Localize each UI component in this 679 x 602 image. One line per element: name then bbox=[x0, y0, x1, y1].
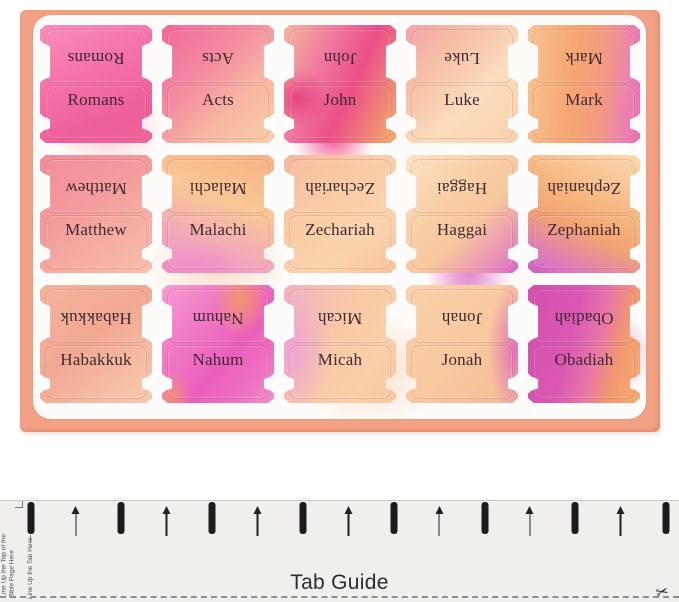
bible-tab: Micah Micah bbox=[284, 285, 396, 403]
tab-label-flipped: Micah bbox=[317, 308, 363, 328]
tab-position-bar bbox=[117, 502, 125, 534]
tab-label-flipped: Malachi bbox=[189, 178, 247, 198]
tab-fold-outline-bottom bbox=[289, 345, 391, 399]
tab-label-flipped: Mark bbox=[565, 48, 603, 68]
tab-label: Jonah bbox=[441, 350, 483, 370]
tab-position-bar bbox=[662, 502, 670, 534]
top-edge-pointer-line bbox=[15, 507, 23, 508]
tab-fold-outline-bottom bbox=[167, 345, 269, 399]
tab-fold-outline-bottom bbox=[533, 85, 635, 139]
tab-position-arrow bbox=[253, 506, 262, 536]
instruction-line-up-page: Line Up the Top of the Bible Page Here bbox=[0, 534, 16, 598]
tab-fold-outline-bottom bbox=[411, 215, 513, 269]
scissors-icon: ✂ bbox=[654, 582, 671, 602]
bible-tab: Haggai Haggai bbox=[406, 155, 518, 273]
bible-tab: John John bbox=[284, 25, 396, 143]
tab-label: Zechariah bbox=[305, 220, 375, 240]
bible-tab: Matthew Matthew bbox=[40, 155, 152, 273]
bible-tab: Romans Romans bbox=[40, 25, 152, 143]
tab-label: Nahum bbox=[192, 350, 244, 370]
dashed-cut-line bbox=[0, 596, 679, 598]
bible-tab: Malachi Malachi bbox=[162, 155, 274, 273]
tab-guide-ruler: Line Up the Top of the Bible Page Here L… bbox=[0, 500, 679, 602]
tab-fold-outline-bottom bbox=[289, 85, 391, 139]
tab-guide-title: Tab Guide bbox=[290, 571, 389, 594]
tab-label-flipped: Nahum bbox=[192, 308, 244, 328]
tab-label-flipped: Matthew bbox=[65, 178, 127, 198]
tab-fold-outline-bottom bbox=[289, 215, 391, 269]
tab-label-flipped: Haggai bbox=[436, 178, 488, 198]
tab-position-bar bbox=[27, 502, 34, 534]
tab-fold-outline-bottom bbox=[45, 215, 147, 269]
tab-label: Acts bbox=[202, 90, 234, 110]
tab-fold-outline-bottom bbox=[167, 215, 269, 269]
tab-label-flipped: Jonah bbox=[441, 308, 483, 328]
tab-label: Zephaniah bbox=[547, 220, 621, 240]
tab-position-bar bbox=[390, 502, 398, 534]
bible-tab: Zephaniah Zephaniah bbox=[528, 155, 640, 273]
tab-label: Mark bbox=[565, 90, 603, 110]
tab-label-flipped: Zephaniah bbox=[547, 178, 621, 198]
sticker-sheet: Romans Romans Acts Acts John John Luke L… bbox=[20, 10, 660, 432]
tab-label: Malachi bbox=[189, 220, 247, 240]
tab-label-flipped: Habakkuk bbox=[60, 308, 132, 328]
tab-label: John bbox=[323, 90, 357, 110]
tab-fold-outline-bottom bbox=[45, 85, 147, 139]
tab-label: Micah bbox=[317, 350, 363, 370]
bible-tab: Habakkuk Habakkuk bbox=[40, 285, 152, 403]
tab-position-arrow bbox=[344, 506, 353, 536]
bible-tab: Jonah Jonah bbox=[406, 285, 518, 403]
tab-label: Luke bbox=[444, 90, 480, 110]
tab-position-bar bbox=[481, 502, 488, 534]
tabs-grid: Romans Romans Acts Acts John John Luke L… bbox=[40, 25, 640, 403]
tab-label-flipped: Obadiah bbox=[554, 308, 614, 328]
tab-label-flipped: Romans bbox=[67, 48, 125, 68]
tab-position-arrow bbox=[525, 506, 534, 536]
instruction-line-up-tab: Line Up the Tab Here bbox=[27, 537, 34, 599]
tab-label: Romans bbox=[67, 90, 125, 110]
tab-position-bar bbox=[571, 502, 579, 534]
tab-position-arrow bbox=[71, 506, 80, 536]
bible-tab: Zechariah Zechariah bbox=[284, 155, 396, 273]
tab-label-flipped: Zechariah bbox=[305, 178, 375, 198]
tab-position-arrow bbox=[435, 506, 444, 536]
tab-position-bar bbox=[208, 502, 216, 534]
bible-tab: Mark Mark bbox=[528, 25, 640, 143]
tab-position-bar bbox=[299, 502, 307, 534]
tab-label: Haggai bbox=[436, 220, 488, 240]
tab-fold-outline-bottom bbox=[45, 345, 147, 399]
tab-fold-outline-bottom bbox=[167, 85, 269, 139]
tab-label-flipped: Luke bbox=[444, 48, 480, 68]
tab-position-arrow bbox=[616, 506, 625, 536]
tab-label-flipped: Acts bbox=[202, 48, 234, 68]
tab-label: Obadiah bbox=[554, 350, 614, 370]
bible-tab: Acts Acts bbox=[162, 25, 274, 143]
tab-fold-outline-bottom bbox=[411, 345, 513, 399]
bible-tab: Obadiah Obadiah bbox=[528, 285, 640, 403]
tab-fold-outline-bottom bbox=[411, 85, 513, 139]
bible-tab: Nahum Nahum bbox=[162, 285, 274, 403]
die-cut-panel: Romans Romans Acts Acts John John Luke L… bbox=[33, 15, 646, 419]
tab-pointer-line bbox=[30, 535, 31, 542]
tab-label: Matthew bbox=[65, 220, 127, 240]
top-edge-pointer-line bbox=[22, 501, 23, 508]
tab-label-flipped: John bbox=[323, 48, 357, 68]
tab-label: Habakkuk bbox=[60, 350, 132, 370]
tab-fold-outline-bottom bbox=[533, 345, 635, 399]
tab-fold-outline-bottom bbox=[533, 215, 635, 269]
tab-position-arrow bbox=[162, 506, 171, 536]
bible-tab: Luke Luke bbox=[406, 25, 518, 143]
